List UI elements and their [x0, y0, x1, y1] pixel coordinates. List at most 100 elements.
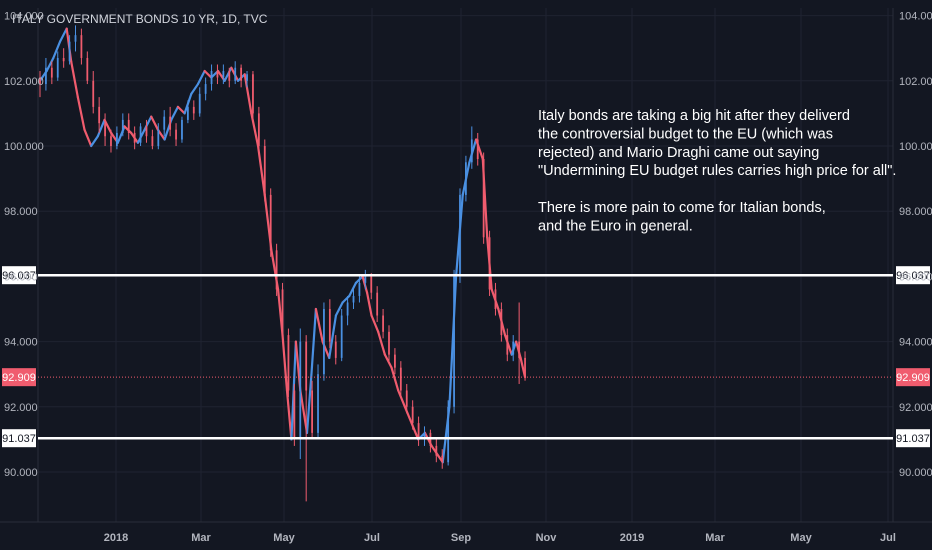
price-path-segment [383, 353, 393, 369]
candle-body [500, 309, 503, 336]
level-badge-left [2, 429, 36, 448]
price-path-segment [503, 333, 513, 356]
y-axis-right: 104.000 102.000 100.000 98.000 96.000 94.000 9… [899, 11, 932, 479]
price-path-segment [176, 105, 186, 115]
candle-body [186, 106, 189, 120]
level-badge-left [2, 266, 36, 285]
level-label-right: 91.037 [896, 433, 930, 445]
candle-body [204, 84, 207, 94]
candle-body [305, 341, 308, 391]
price-path-segment [203, 69, 213, 79]
candle-body [163, 116, 166, 130]
candle-body [411, 406, 414, 424]
price-path-segment [103, 118, 113, 135]
candle-body [423, 432, 426, 440]
y-tick-label-right: 92.000 [899, 402, 932, 414]
candle-body [252, 74, 254, 114]
price-path-segment [256, 144, 266, 196]
x-tick-label: Jul [880, 532, 896, 544]
price-path-segment [90, 135, 99, 148]
x-tick-label: 2018 [104, 532, 128, 544]
annotation-line: There is more pain to come for Italian b… [538, 200, 826, 216]
grid [0, 8, 932, 523]
candle-body [92, 80, 95, 107]
last-price-label-left: 92.909 [2, 372, 36, 384]
price-path-segment [83, 128, 93, 148]
price-path-segment [45, 56, 55, 73]
candle-body [376, 292, 379, 316]
price-path-segment [305, 373, 313, 434]
candle-body [447, 406, 450, 463]
last-price-label-right: 92.909 [896, 372, 930, 384]
candle-body [139, 126, 142, 143]
x-tick-label: Mar [705, 532, 725, 544]
price-path-segment [150, 115, 160, 131]
x-tick-label: Nov [536, 532, 558, 544]
candle-body [222, 71, 225, 78]
candle-body [299, 341, 302, 440]
level-label-left: 91.037 [2, 433, 36, 445]
annotation-line: the controversial budget to the EU (whic… [538, 126, 833, 142]
candle-body [370, 276, 373, 293]
candle-body [388, 331, 390, 355]
candle-body [175, 129, 177, 140]
y-tick-label-right: 90.000 [899, 467, 932, 479]
price-path-segment [397, 389, 406, 408]
price-path-segment [377, 330, 386, 356]
candle-body [364, 276, 367, 283]
candle-body [269, 194, 272, 251]
price-path-segment [328, 314, 338, 359]
candle-body [293, 390, 296, 440]
annotation-note: Italy bonds are taking a big hit after t… [538, 108, 896, 234]
y-tick-label-right: 94.000 [899, 337, 932, 349]
price-path-segment [76, 95, 86, 131]
annotation-line: rejected) and Mario Draghi came out sayi… [538, 145, 819, 161]
y-tick-label-left: 102.000 [4, 76, 44, 88]
candle-body [80, 35, 83, 58]
candle-body [192, 106, 195, 114]
candle-body [169, 116, 172, 130]
annotation-line: "Undermining EU budget rules carries hig… [538, 163, 896, 179]
candle-body [210, 71, 213, 85]
x-tick-label: May [790, 532, 812, 544]
candle-body [50, 67, 53, 78]
candle-body [476, 139, 479, 160]
price-path-segment [468, 138, 478, 164]
y-tick-label-left: 94.000 [4, 337, 38, 349]
candle-body [110, 136, 112, 146]
candle-body [234, 67, 237, 81]
candle-body [470, 139, 473, 163]
level-label-right: 96.037 [896, 270, 930, 282]
candle-body [181, 119, 183, 140]
candle-body [340, 315, 343, 358]
price-path-segment [390, 366, 400, 392]
candle-body [435, 445, 438, 456]
price-path-segment [314, 307, 324, 343]
price-path-segment [310, 307, 317, 376]
candle-body [275, 250, 278, 290]
candle-body [68, 41, 71, 62]
candle-body [394, 354, 396, 368]
y-tick-label-left: 104.000 [4, 11, 44, 23]
y-axis-left: 104.000 102.000 100.000 98.000 96.000 94.000 9… [4, 11, 44, 479]
candle-body [216, 71, 219, 78]
price-path-segment [170, 105, 180, 122]
candle-body [121, 119, 124, 133]
candle-body [45, 67, 47, 85]
candle-body [115, 132, 118, 146]
candle-body [263, 146, 266, 195]
x-axis: 2018 Mar May Jul Sep Nov 2019 Mar May Jul [104, 532, 896, 544]
candle-body [311, 390, 314, 433]
candle-body [482, 159, 485, 238]
candle-body [352, 295, 355, 303]
candle-body [417, 423, 420, 440]
candle-body [240, 67, 243, 81]
chart-title: ITALY GOVERNMENT BONDS 10 YR, 1D, TVC [12, 12, 268, 26]
candle-body [328, 309, 331, 342]
price-path-segment [281, 333, 289, 392]
y-tick-label-right: 102.000 [899, 76, 932, 88]
candle-body [453, 276, 455, 407]
candle-body [382, 315, 384, 332]
annotation-line: Italy bonds are taking a big hit after t… [538, 108, 850, 124]
